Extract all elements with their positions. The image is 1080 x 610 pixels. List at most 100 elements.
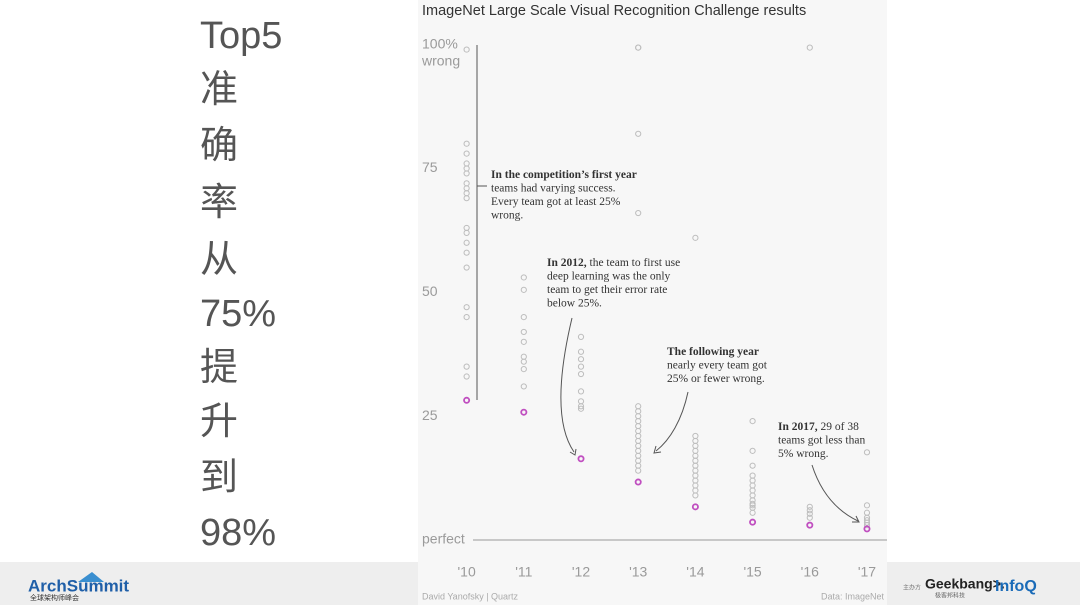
heading-line: 率 [200, 182, 238, 224]
point [463, 304, 470, 311]
annotation-line: wrong. [491, 209, 523, 221]
heading-line: 升 [200, 401, 238, 443]
point [806, 44, 813, 51]
annotation-line: team to get their error rate [547, 284, 667, 296]
heading-line: 75% [200, 293, 276, 335]
y-unit-label: wrong [421, 52, 460, 68]
infoq-logo: InfoQ [995, 578, 1037, 595]
point [635, 130, 642, 137]
annotation-line: below 25%. [547, 297, 602, 309]
annotation-bold: In 2017, [778, 421, 818, 433]
point [520, 338, 527, 345]
annotation-line: teams had varying success. [491, 182, 616, 194]
y-tick-label: 25 [422, 407, 438, 423]
point [520, 274, 527, 281]
y-tick-label: perfect [422, 531, 465, 547]
arrow [655, 391, 689, 452]
point [749, 509, 756, 516]
heading-line: Top5 [200, 15, 282, 57]
heading-line: 提 [200, 347, 238, 389]
point [749, 447, 756, 454]
point [806, 507, 813, 514]
best-point [691, 503, 699, 511]
heading-line: 准 [200, 69, 238, 111]
x-tick-label: '12 [572, 564, 590, 580]
arrow-head [852, 515, 860, 523]
x-tick-label: '15 [743, 564, 761, 580]
sponsor-logos: 主办方 Geekbang>. 极客邦科技 InfoQ [903, 576, 1037, 600]
annotation-line: 25% or fewer wrong. [667, 373, 765, 385]
point [692, 234, 699, 241]
x-tick-label: '17 [858, 564, 876, 580]
point [577, 363, 585, 370]
best-point [463, 396, 471, 404]
geekbang-subtitle: 极客邦科技 [935, 592, 965, 600]
point [463, 264, 470, 271]
point [577, 356, 585, 363]
geekbang-logo: Geekbang>. [925, 576, 1005, 592]
point [749, 500, 756, 507]
x-tick-label: '16 [801, 564, 819, 580]
point [806, 503, 813, 510]
point [863, 502, 871, 509]
point [635, 467, 642, 474]
annotation: In the competition’s first year teams had… [491, 169, 637, 222]
point [577, 348, 585, 355]
point [463, 313, 470, 321]
y-tick-label: 75 [422, 159, 438, 175]
annotation-line: Every team got at least 25% [491, 196, 621, 208]
point [692, 492, 699, 499]
y-tick-label: 50 [422, 283, 438, 299]
point [463, 373, 470, 380]
annotation-bold: In 2012, [547, 257, 587, 269]
point [463, 229, 470, 236]
annotation: In 2012, the team to first use deep learn… [547, 257, 680, 310]
logo-mountain [78, 572, 104, 582]
point [635, 44, 642, 51]
point [577, 405, 585, 412]
point [463, 46, 470, 53]
best-point [863, 525, 871, 533]
best-point [749, 518, 757, 526]
point [463, 195, 470, 202]
logo-subtitle: 全球架构师峰会 [30, 593, 79, 602]
annotation-line: the team to first use [587, 257, 681, 269]
point [577, 333, 585, 341]
chart-title: ImageNet Large Scale Visual Recognition … [422, 3, 806, 19]
annotation-line: 29 of 38 [818, 421, 859, 433]
annotation-bold: The following year [667, 346, 759, 358]
logo-text: ArchSummit [28, 576, 129, 595]
point [863, 519, 871, 526]
annotation-line: deep learning was the only [547, 270, 671, 282]
heading-line: 98% [200, 512, 276, 554]
point [520, 313, 527, 321]
chart-background [418, 0, 887, 605]
y-tick-label: 100% [422, 35, 458, 51]
arrow [811, 464, 859, 522]
source: David Yanofsky | Quartz [422, 591, 519, 601]
point [520, 328, 527, 336]
point [520, 366, 527, 373]
annotation-arrows [476, 45, 860, 523]
best-point [577, 455, 585, 463]
chart: ImageNet Large Scale Visual Recognition … [421, 3, 887, 601]
point [577, 388, 585, 395]
annotation-line: nearly every team got [667, 359, 768, 371]
point [577, 370, 585, 378]
annotation-line: teams got less than [778, 434, 865, 446]
heading-line: 到 [200, 457, 238, 499]
arrow-head [653, 445, 662, 454]
arrow [560, 317, 575, 453]
point [463, 150, 470, 157]
best-point [806, 521, 814, 529]
point [463, 363, 470, 370]
annotation-bold: In the competition’s first year [491, 169, 637, 181]
host-label: 主办方 [903, 584, 921, 592]
source: Data: ImageNet [821, 591, 885, 601]
archsummit-logo: ArchSummit 全球架构师峰会 [28, 572, 129, 602]
point [749, 462, 756, 469]
x-tick-label: '10 [457, 564, 475, 580]
